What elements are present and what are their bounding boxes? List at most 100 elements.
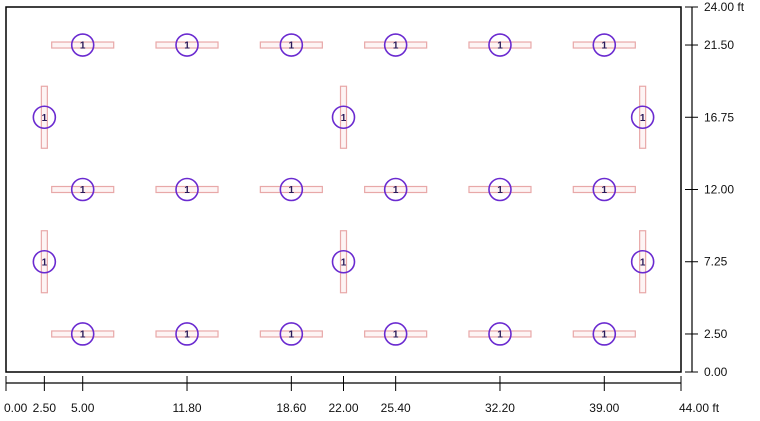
y-axis-tick-label: 16.75: [704, 110, 734, 124]
fixture-label: 1: [289, 41, 295, 52]
fixture-marker-circle: [70, 33, 95, 57]
fixture-marker-circle: [331, 249, 356, 274]
fixture-body: [468, 41, 532, 49]
fixture-body: [155, 41, 219, 49]
fixture-marker-circle: [383, 177, 408, 202]
luminaire-fixture: 1: [32, 230, 57, 294]
x-axis-tick-label: 2.50: [33, 401, 57, 415]
luminaire-fixture: 1: [155, 322, 219, 346]
x-axis-tick-label: 18.60: [276, 401, 306, 415]
fixture-body: [468, 185, 532, 194]
fixture-label: 1: [184, 41, 190, 52]
fixture-label: 1: [497, 41, 503, 52]
x-axis-tick-label: 39.00: [589, 401, 619, 415]
fixture-label: 1: [393, 330, 399, 341]
fixture-marker-circle: [70, 322, 95, 346]
fixture-body: [40, 85, 48, 149]
fixture-marker-circle: [488, 322, 512, 346]
fixture-marker-circle: [279, 33, 304, 57]
luminaire-fixture: 1: [259, 177, 323, 202]
x-axis-tick-label: 44.00 ft: [679, 401, 720, 415]
fixture-body: [639, 230, 647, 294]
fixture-body: [51, 330, 115, 338]
fixture-label: 1: [497, 330, 503, 341]
fixture-label: 1: [289, 330, 295, 341]
fixture-marker-circle: [592, 33, 617, 57]
fixture-body: [40, 230, 48, 294]
x-axis-tick-label: 32.20: [485, 401, 515, 415]
fixture-marker-circle: [383, 33, 408, 57]
fixture-body: [639, 85, 647, 149]
fixture-label: 1: [497, 185, 503, 196]
luminaire-fixture: 1: [331, 230, 356, 294]
x-axis: 0.00 2.50 5.00 11.80 18.60 22.00 25.40 32.20 39.…: [4, 376, 720, 415]
fixture-marker-circle: [592, 322, 617, 346]
fixture-body: [51, 185, 115, 194]
luminaire-fixture: 1: [364, 177, 428, 202]
y-axis-tick-label: 24.00 ft: [704, 0, 745, 14]
room-outline: [5, 6, 682, 373]
x-axis-tick-label: 22.00: [328, 401, 358, 415]
fixture-marker-circle: [175, 177, 199, 202]
fixture-label: 1: [184, 185, 190, 196]
luminaire-fixture: 1: [630, 85, 655, 149]
x-axis-tick-label: 0.00: [4, 401, 28, 415]
fixture-marker-circle: [279, 177, 304, 202]
fixture-body: [468, 330, 532, 338]
fixture-label: 1: [42, 257, 48, 268]
luminaire-fixture: 1: [364, 322, 428, 346]
fixture-marker-circle: [70, 177, 95, 202]
fixtures-layer: 1 1 1 1 1 1 1 1 1 1 1 1 1 1 1 1 1 1 1 1 1 1 1 1: [32, 33, 655, 346]
luminaire-fixture: 1: [468, 177, 532, 202]
x-axis-tick-label: 11.80: [172, 401, 201, 415]
fixture-label: 1: [341, 257, 347, 268]
luminaire-fixture: 1: [331, 85, 356, 149]
y-axis-tick-label: 21.50: [704, 38, 734, 52]
fixture-marker-circle: [488, 33, 512, 57]
y-axis-tick-label: 2.50: [704, 327, 728, 341]
luminaire-fixture: 1: [32, 85, 57, 149]
fixture-label: 1: [42, 113, 48, 124]
fixture-label: 1: [393, 41, 399, 52]
fixture-label: 1: [80, 41, 86, 52]
fixture-label: 1: [341, 113, 347, 124]
fixture-body: [339, 230, 348, 294]
luminaire-fixture: 1: [259, 322, 323, 346]
fixture-marker-circle: [279, 322, 304, 346]
fixture-body: [259, 185, 323, 194]
luminaire-fixture: 1: [51, 322, 115, 346]
fixture-marker-circle: [331, 105, 356, 130]
fixture-label: 1: [602, 185, 608, 196]
fixture-marker-circle: [630, 105, 655, 130]
fixture-label: 1: [602, 330, 608, 341]
fixture-marker-circle: [175, 33, 199, 57]
luminaire-fixture: 1: [155, 33, 219, 57]
fixture-body: [572, 330, 636, 338]
luminaire-fixture: 1: [259, 33, 323, 57]
luminaire-fixture: 1: [51, 177, 115, 202]
fixture-marker-circle: [630, 249, 655, 274]
luminaire-fixture: 1: [51, 33, 115, 57]
luminaire-fixture: 1: [468, 322, 532, 346]
x-axis-tick-label: 25.40: [381, 401, 411, 415]
x-axis-tick-label: 5.00: [71, 401, 95, 415]
luminaire-fixture: 1: [572, 177, 636, 202]
fixture-body: [51, 41, 115, 49]
luminaire-fixture: 1: [572, 322, 636, 346]
fixture-label: 1: [184, 330, 190, 341]
luminaire-fixture: 1: [572, 33, 636, 57]
luminaire-fixture: 1: [364, 33, 428, 57]
fixture-marker-circle: [592, 177, 617, 202]
fixture-marker-circle: [175, 322, 199, 346]
fixture-label: 1: [80, 185, 86, 196]
y-axis-tick-label: 0.00: [704, 365, 728, 379]
fixture-body: [364, 330, 428, 338]
fixture-marker-circle: [32, 105, 57, 130]
fixture-label: 1: [393, 185, 399, 196]
fixture-body: [572, 41, 636, 49]
fixture-label: 1: [602, 41, 608, 52]
y-axis: 0.00 2.50 7.25 12.00 16.75 21.50 24.00 ft: [685, 0, 745, 379]
fixture-marker-circle: [383, 322, 408, 346]
fixture-label: 1: [640, 257, 646, 268]
